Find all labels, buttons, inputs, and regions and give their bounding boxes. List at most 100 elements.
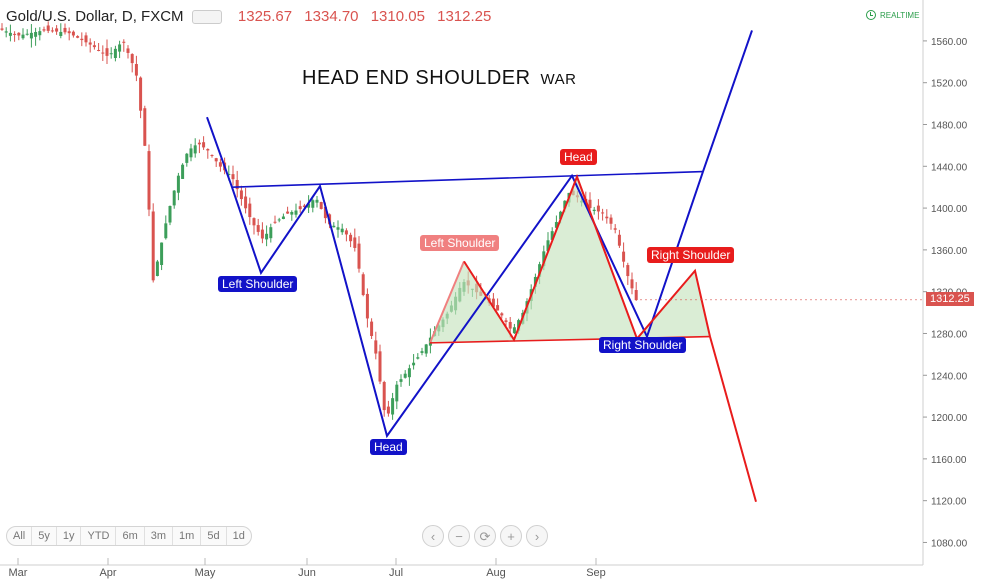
- range-ytd[interactable]: YTD: [81, 527, 117, 545]
- title-text: HEAD END SHOULDER: [302, 67, 531, 89]
- candle-body: [357, 243, 361, 269]
- candle-body: [80, 38, 84, 41]
- candle-body: [21, 34, 25, 39]
- candle-body: [29, 32, 33, 39]
- range-5d[interactable]: 5d: [201, 527, 227, 545]
- candle-body: [273, 221, 277, 223]
- candle-body: [307, 203, 311, 208]
- x-tick-label: May: [195, 567, 216, 579]
- zoom-controls: ‹ − ⟳ + ›: [422, 525, 548, 547]
- candle-body: [378, 351, 382, 382]
- candle-body: [260, 229, 264, 239]
- candle-body: [71, 31, 75, 36]
- y-tick-label: 1120.00: [931, 497, 967, 508]
- y-tick-label: 1080.00: [931, 538, 968, 549]
- candle-body: [92, 45, 96, 48]
- candle-body: [311, 200, 315, 208]
- pattern-fill-area: [430, 176, 710, 343]
- candle-body: [277, 219, 281, 221]
- candle-body: [554, 222, 558, 228]
- candle-body: [239, 190, 243, 200]
- candle-body: [134, 64, 138, 76]
- candle-body: [420, 351, 424, 353]
- y-tick-label: 1280.00: [931, 329, 968, 340]
- candle-body: [0, 28, 4, 30]
- candle-body: [248, 203, 252, 218]
- annotation-right-shoulder-blue: Right Shoulder: [599, 337, 687, 353]
- zoom-out-button[interactable]: −: [448, 525, 470, 547]
- chart-title: HEAD END SHOULDER WAR: [302, 67, 577, 90]
- candle-body: [592, 209, 596, 212]
- candle-body: [227, 173, 231, 175]
- x-tick-label: Sep: [586, 567, 606, 579]
- candle-body: [340, 228, 344, 233]
- candle-body: [231, 174, 235, 180]
- scroll-right-button[interactable]: ›: [526, 525, 548, 547]
- candle-body: [218, 162, 222, 167]
- annotation-head-blue: Head: [370, 439, 407, 455]
- candle-body: [315, 199, 319, 203]
- range-5y[interactable]: 5y: [32, 527, 57, 545]
- candle-body: [17, 32, 21, 36]
- candle-body: [504, 320, 508, 322]
- candle-body: [101, 52, 105, 54]
- scroll-left-button[interactable]: ‹: [422, 525, 444, 547]
- candle-body: [634, 290, 638, 301]
- x-tick-label: Jul: [389, 567, 403, 579]
- candle-body: [617, 234, 621, 246]
- candle-body: [118, 44, 122, 52]
- last-price-tag: 1312.25: [926, 291, 974, 306]
- candle-body: [181, 164, 185, 179]
- range-3m[interactable]: 3m: [145, 527, 174, 545]
- range-6m[interactable]: 6m: [116, 527, 145, 545]
- range-1m[interactable]: 1m: [173, 527, 202, 545]
- candle-body: [4, 31, 8, 33]
- candle-body: [50, 30, 54, 32]
- y-tick-label: 1400.00: [931, 204, 968, 215]
- candle-body: [332, 225, 336, 228]
- candle-body: [630, 279, 634, 289]
- candle-body: [214, 158, 218, 162]
- candle-body: [139, 77, 143, 111]
- candle-body: [588, 199, 592, 209]
- candle-body: [164, 223, 168, 239]
- candle-body: [143, 108, 147, 146]
- candle-body: [244, 196, 248, 209]
- candle-body: [290, 211, 294, 215]
- candle-body: [349, 234, 353, 242]
- range-1y[interactable]: 1y: [57, 527, 82, 545]
- candle-body: [88, 42, 92, 45]
- candle-body: [412, 362, 416, 366]
- candle-body: [8, 32, 12, 36]
- candle-body: [281, 216, 285, 220]
- candle-body: [370, 321, 374, 336]
- range-1d[interactable]: 1d: [232, 530, 245, 542]
- candle-body: [235, 180, 239, 190]
- clock-icon: [866, 10, 876, 20]
- candle-body: [361, 274, 365, 296]
- realtime-badge: REALTIME: [866, 10, 919, 20]
- red-pattern-left-segment: [429, 260, 465, 344]
- candle-body: [13, 33, 17, 35]
- candle-body: [265, 233, 269, 240]
- candle-body: [189, 148, 193, 158]
- candle-body: [353, 237, 357, 248]
- blue-neckline: [231, 170, 704, 188]
- candle-body: [84, 35, 88, 43]
- candle-body: [105, 48, 109, 56]
- candle-body: [151, 211, 155, 281]
- x-tick-label: Mar: [9, 567, 28, 579]
- zoom-in-button[interactable]: +: [500, 525, 522, 547]
- x-tick-label: Aug: [486, 567, 506, 579]
- candle-body: [546, 240, 550, 252]
- candle-body: [193, 145, 197, 154]
- reset-button[interactable]: ⟳: [474, 525, 496, 547]
- visibility-icon[interactable]: [191, 10, 222, 25]
- candle-body: [97, 49, 101, 51]
- candle-body: [176, 175, 180, 193]
- candle-body: [491, 298, 495, 307]
- range-all[interactable]: All: [7, 527, 33, 545]
- candle-body: [601, 212, 605, 214]
- chart-header: Gold/U.S. Dollar, D, FXCM 1325.67 1334.7…: [6, 8, 491, 25]
- y-tick-label: 1200.00: [931, 413, 968, 424]
